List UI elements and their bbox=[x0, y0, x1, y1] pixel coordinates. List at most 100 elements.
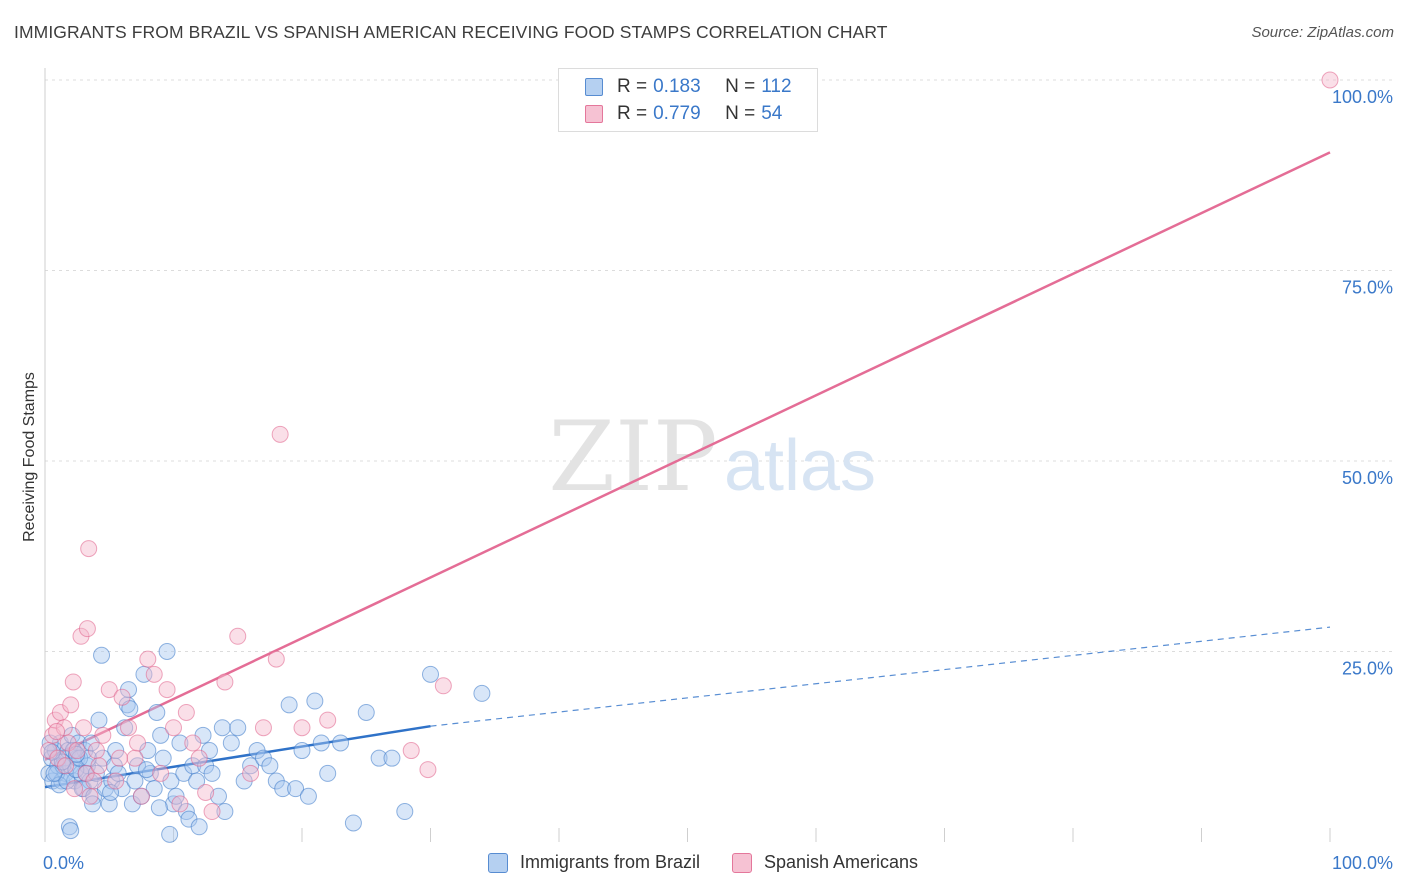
point-brazil bbox=[62, 822, 80, 840]
point-brazil bbox=[67, 761, 85, 779]
point-brazil bbox=[473, 684, 491, 702]
point-brazil bbox=[107, 742, 125, 760]
point-spanish bbox=[139, 650, 157, 668]
point-brazil bbox=[299, 787, 317, 805]
chart-title: IMMIGRANTS FROM BRAZIL VS SPANISH AMERIC… bbox=[14, 22, 888, 42]
point-spanish bbox=[81, 787, 99, 805]
correlation-legend: R = 0.183 N = 112 R = 0.779 N = 54 bbox=[558, 68, 818, 132]
point-brazil bbox=[148, 703, 166, 721]
point-brazil bbox=[93, 646, 111, 664]
legend-n-label: N = bbox=[725, 76, 756, 97]
point-spanish bbox=[62, 696, 80, 714]
point-brazil bbox=[116, 719, 134, 737]
point-brazil bbox=[261, 757, 279, 775]
point-spanish bbox=[100, 681, 118, 699]
point-spanish bbox=[107, 772, 125, 790]
point-spanish bbox=[271, 425, 289, 443]
trend-line-brazil-extrapolated bbox=[430, 626, 1331, 727]
point-spanish bbox=[171, 795, 189, 813]
legend-n-label: N = bbox=[725, 103, 756, 124]
point-spanish bbox=[216, 673, 234, 691]
point-spanish bbox=[111, 749, 129, 767]
point-brazil bbox=[171, 734, 189, 752]
point-brazil bbox=[190, 818, 208, 836]
point-spanish bbox=[177, 703, 195, 721]
point-spanish bbox=[75, 719, 93, 737]
point-brazil bbox=[229, 719, 247, 737]
point-spanish bbox=[184, 734, 202, 752]
legend-item-brazil[interactable]: Immigrants from Brazil bbox=[487, 852, 700, 873]
legend-label-spanish: Spanish Americans bbox=[763, 852, 919, 872]
legend-item-spanish[interactable]: Spanish Americans bbox=[731, 852, 919, 873]
point-spanish bbox=[68, 742, 86, 760]
point-brazil bbox=[161, 825, 179, 843]
point-spanish bbox=[319, 711, 337, 729]
y-tick-label: 25.0% bbox=[1342, 659, 1393, 679]
point-spanish bbox=[145, 665, 163, 683]
point-brazil bbox=[138, 761, 156, 779]
point-spanish bbox=[57, 757, 75, 775]
legend-n-value: 54 bbox=[761, 103, 783, 124]
tick-labels: 100.0% 75.0% 50.0% 25.0% 0.0% 100.0% bbox=[43, 87, 1393, 873]
legend-swatch-blue bbox=[487, 852, 508, 873]
legend-label-brazil: Immigrants from Brazil bbox=[519, 852, 700, 872]
point-brazil bbox=[357, 703, 375, 721]
point-spanish bbox=[158, 681, 176, 699]
point-spanish bbox=[402, 742, 420, 760]
point-brazil bbox=[158, 643, 176, 660]
point-spanish bbox=[78, 620, 96, 638]
point-spanish bbox=[165, 719, 182, 737]
axes bbox=[44, 68, 1331, 842]
legend-swatch-pink bbox=[731, 852, 752, 873]
point-brazil bbox=[332, 734, 350, 752]
point-spanish bbox=[434, 677, 452, 695]
point-spanish bbox=[113, 688, 131, 706]
point-spanish bbox=[242, 764, 260, 782]
legend-swatch-blue bbox=[585, 78, 603, 96]
point-spanish bbox=[120, 719, 138, 737]
point-brazil bbox=[280, 696, 298, 714]
point-brazil bbox=[90, 711, 108, 729]
point-brazil bbox=[188, 772, 206, 790]
point-brazil bbox=[306, 692, 324, 710]
watermark: ZIP atlas bbox=[548, 401, 876, 513]
point-brazil bbox=[209, 787, 227, 805]
point-brazil bbox=[216, 803, 234, 821]
legend-swatch-pink bbox=[585, 105, 603, 123]
y-tick-label: 50.0% bbox=[1342, 468, 1393, 488]
point-spanish bbox=[152, 764, 170, 782]
legend-row-spanish: R = 0.779 N = 54 bbox=[585, 102, 782, 126]
legend-r-value: 0.183 bbox=[653, 76, 701, 97]
series-legend: Immigrants from Brazil Spanish Americans bbox=[0, 852, 1406, 873]
point-brazil bbox=[222, 734, 240, 752]
point-spanish bbox=[229, 627, 247, 645]
legend-r-label: R = bbox=[617, 76, 648, 97]
point-brazil bbox=[293, 742, 311, 760]
point-brazil bbox=[287, 780, 305, 798]
point-brazil bbox=[422, 665, 439, 683]
point-brazil bbox=[145, 780, 163, 798]
point-spanish bbox=[85, 772, 103, 790]
point-spanish bbox=[129, 734, 147, 752]
point-brazil bbox=[319, 764, 337, 782]
point-spanish bbox=[64, 673, 82, 691]
point-spanish bbox=[94, 726, 112, 744]
trend-line-spanish bbox=[44, 151, 1331, 761]
point-spanish bbox=[132, 787, 150, 805]
watermark-atlas: atlas bbox=[724, 426, 876, 506]
legend-row-brazil: R = 0.183 N = 112 bbox=[585, 75, 792, 99]
point-brazil bbox=[152, 726, 170, 744]
point-spanish bbox=[1321, 71, 1339, 89]
point-spanish bbox=[90, 757, 108, 775]
x-tick-label: 100.0% bbox=[1332, 853, 1393, 873]
watermark-zip: ZIP bbox=[548, 401, 717, 513]
point-brazil bbox=[213, 719, 231, 737]
point-brazil bbox=[167, 787, 185, 805]
x-tick-label: 0.0% bbox=[43, 853, 84, 873]
point-spanish bbox=[126, 749, 144, 767]
point-spanish bbox=[80, 540, 98, 558]
point-spanish bbox=[66, 780, 84, 798]
point-brazil bbox=[344, 814, 362, 832]
y-tick-label: 100.0% bbox=[1332, 87, 1393, 107]
